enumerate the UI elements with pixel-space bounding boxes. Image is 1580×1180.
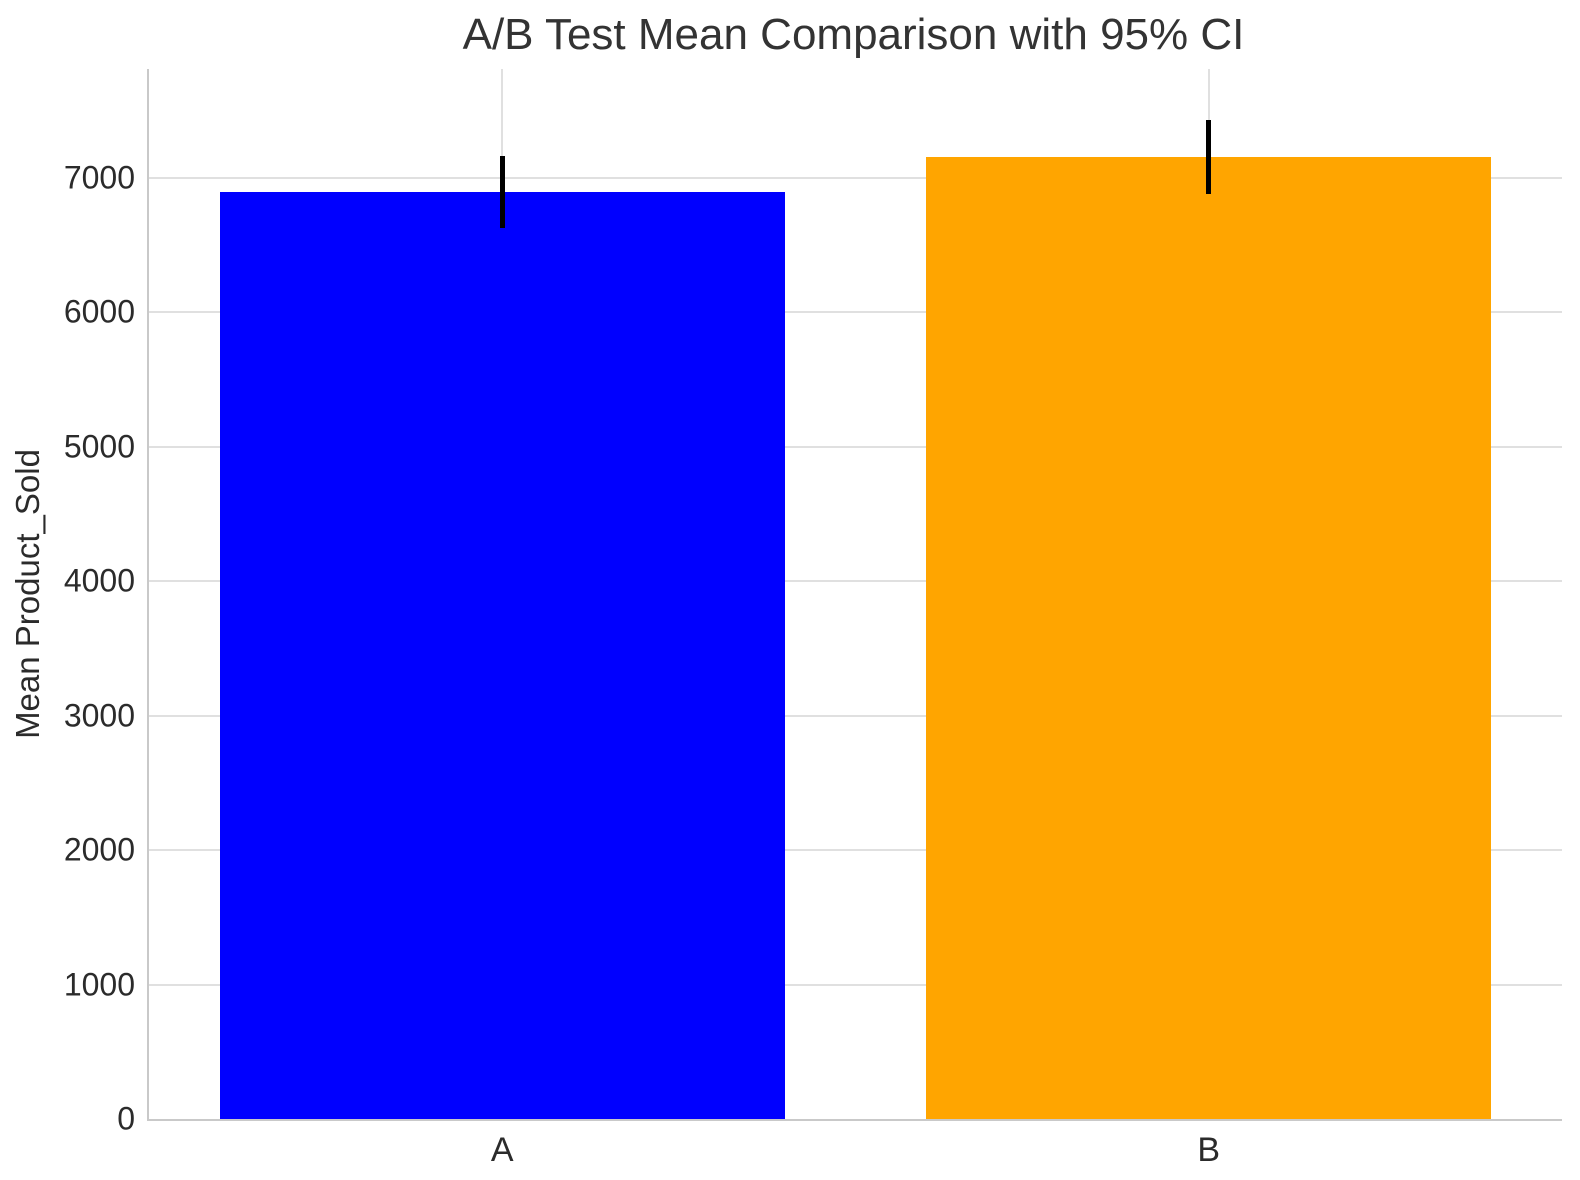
x-tick-label-a: A	[490, 1131, 514, 1169]
bar-a	[219, 192, 785, 1119]
gridline-h-3000	[149, 714, 1562, 717]
gridline-h-2000	[149, 849, 1562, 852]
plot-area: 0 1000 2000 3000 4000 5000 6000 7000 A B	[64, 69, 1562, 1169]
y-tick-label-2000: 2000	[63, 831, 135, 868]
chart-title: A/B Test Mean Comparison with 95% CI	[462, 10, 1245, 59]
x-tick-label-b: B	[1197, 1131, 1221, 1169]
y-tick-label-3000: 3000	[63, 697, 135, 734]
gridline-h-5000	[149, 445, 1562, 448]
gridline-h-4000	[149, 580, 1562, 583]
error-bar-b	[1206, 120, 1212, 195]
y-tick-label-0: 0	[117, 1100, 135, 1137]
y-tick-label-5000: 5000	[63, 428, 135, 465]
y-axis-label: Mean Product_Sold	[9, 449, 46, 739]
error-bar-a	[499, 156, 505, 228]
gridline-h-7000	[149, 176, 1562, 179]
y-tick-label-4000: 4000	[63, 562, 135, 599]
y-tick-label-1000: 1000	[63, 966, 135, 1003]
y-tick-label-7000: 7000	[63, 159, 135, 196]
gridline-h-1000	[149, 983, 1562, 986]
gridline-h-6000	[149, 311, 1562, 314]
bar-b	[926, 157, 1492, 1119]
y-tick-label-6000: 6000	[63, 293, 135, 330]
